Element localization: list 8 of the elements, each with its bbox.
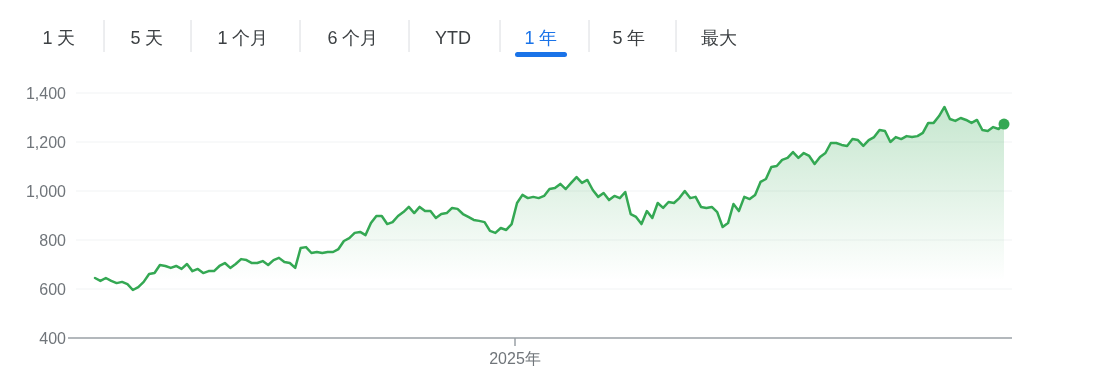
- tabs: 1 天 5 天 1 个月 6 个月 YTD 1 年 5 年 最大: [42, 19, 737, 57]
- y-tick-label: 600: [39, 281, 67, 298]
- y-tick-label: 1,200: [25, 134, 67, 151]
- y-tick-label: 1,000: [25, 183, 67, 200]
- y-tick-label: 1,400: [25, 85, 67, 102]
- y-tick-label: 800: [39, 232, 67, 249]
- text: 2025年: [489, 350, 541, 367]
- y-tick-label: 400: [39, 330, 67, 347]
